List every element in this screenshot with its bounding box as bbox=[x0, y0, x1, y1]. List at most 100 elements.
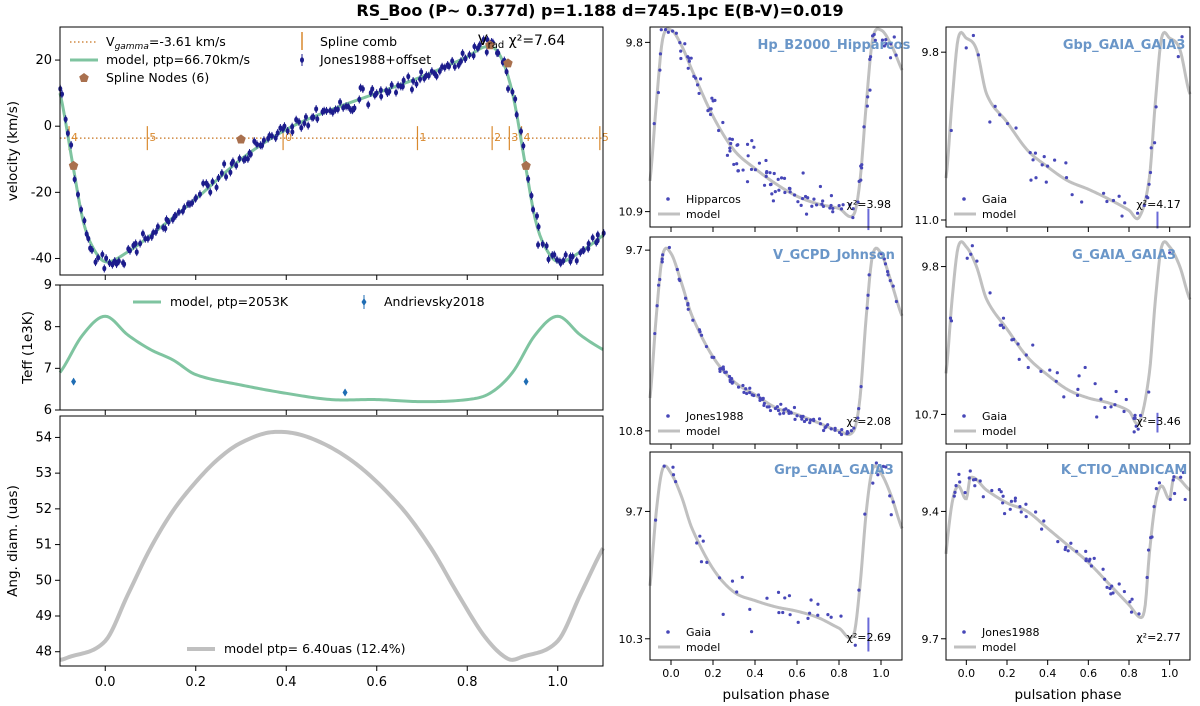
hp-data-point bbox=[768, 171, 772, 175]
legend-model-label: model ptp= 6.40uas (12.4%) bbox=[224, 641, 405, 656]
vrad-chi2-annotation: Vrad χ²=7.64 bbox=[478, 33, 565, 51]
kband-data-point bbox=[1019, 510, 1023, 514]
gbp-data-point bbox=[1180, 35, 1184, 39]
vj-data-point bbox=[758, 398, 762, 402]
gg-data-point bbox=[1026, 365, 1030, 370]
diam-ylabel: Ang. diam. (uas) bbox=[5, 485, 21, 597]
gg-data-point bbox=[1114, 389, 1118, 394]
vj-data-point bbox=[721, 367, 726, 371]
diam-ytick-label: 54 bbox=[35, 430, 52, 445]
gbp-data-point bbox=[964, 46, 968, 50]
kband-panel: 9.4 9.7 0.0 0.2 0.4 0.6 0.8 1.0 pulsation phase K… bbox=[922, 451, 1191, 703]
gg-data-point bbox=[1103, 405, 1107, 410]
kband-data-point bbox=[1088, 557, 1092, 561]
grp-panel-title: Grp_GAIA_GAIA3 bbox=[774, 463, 894, 478]
vrad-data-point bbox=[254, 141, 259, 148]
hp-data-point bbox=[746, 154, 750, 158]
grp-data-point bbox=[863, 512, 867, 516]
hp-data-point bbox=[866, 95, 870, 99]
vj-data-point bbox=[744, 387, 748, 391]
hp-data-point bbox=[768, 182, 773, 187]
teff-data-point bbox=[342, 388, 348, 397]
kband-data-point bbox=[1145, 575, 1149, 580]
vrad-data-point bbox=[222, 161, 227, 167]
kband-ytick-label: 9.7 bbox=[922, 633, 940, 646]
gbp-data-point bbox=[1101, 191, 1106, 195]
hp-data-point bbox=[779, 176, 784, 180]
vrad-data-point bbox=[357, 96, 362, 103]
kband-data-point bbox=[1013, 499, 1017, 503]
vrad-data-point bbox=[290, 123, 295, 130]
kband-data-point bbox=[981, 495, 985, 499]
spline-comb-label: 2 bbox=[494, 131, 501, 144]
kband-data-point bbox=[978, 479, 982, 483]
vrad-data-point bbox=[546, 256, 551, 263]
vrad-data-point bbox=[536, 223, 541, 230]
vrad-data-point bbox=[590, 234, 595, 241]
vrad-data-point bbox=[452, 64, 457, 70]
vj-data-point bbox=[882, 257, 886, 261]
vj-data-point bbox=[802, 419, 807, 424]
gbp-axes-frame bbox=[945, 26, 1191, 228]
legend-model-label: model bbox=[982, 425, 1016, 438]
vj-data-point bbox=[727, 374, 732, 379]
gg-model-curve bbox=[944, 240, 1192, 426]
vrad-data-point bbox=[456, 62, 461, 68]
spline-node bbox=[503, 58, 513, 68]
gg-data-point bbox=[1133, 413, 1137, 417]
hp-data-point bbox=[782, 176, 787, 180]
vrad-data-point bbox=[282, 123, 287, 130]
legend-gamma-label: Vgamma=-3.61 km/s bbox=[106, 34, 226, 52]
diam-panel: 48 49 50 51 52 53 54 0.0 0.2 0.4 0.6 0.8 1.0 Ang. dia… bbox=[5, 415, 605, 690]
gg-ytick-label: 9.8 bbox=[922, 261, 940, 274]
vj-data-point bbox=[724, 370, 728, 374]
grp-data-point bbox=[749, 630, 754, 634]
hp-data-point bbox=[674, 31, 678, 35]
hp-data-point bbox=[730, 137, 734, 141]
vj-data-point bbox=[812, 418, 816, 423]
gbp-data-point bbox=[1148, 170, 1153, 175]
gg-panel: 9.8 10.7 G_GAIA_GAIA3 χ²=3.46 Gaia model bbox=[915, 236, 1192, 449]
spline-comb-label: 4 bbox=[71, 131, 78, 144]
vrad-data-point bbox=[197, 191, 202, 198]
kband-data-point bbox=[1181, 470, 1186, 475]
hp-data-point bbox=[752, 145, 756, 149]
vj-data-point bbox=[849, 429, 853, 433]
hp-data-point bbox=[882, 44, 886, 48]
gbp-data-point bbox=[1044, 180, 1048, 184]
vrad-data-point bbox=[303, 114, 308, 120]
kband-data-point bbox=[1001, 494, 1005, 498]
gg-data-point bbox=[1109, 405, 1113, 409]
vj-data-point bbox=[856, 416, 860, 420]
gg-axes-frame bbox=[945, 236, 1191, 445]
vrad-data-point bbox=[252, 138, 257, 145]
vj-data-point bbox=[686, 307, 690, 311]
hp-data-point bbox=[783, 190, 787, 195]
hp-data-point bbox=[880, 38, 885, 42]
kband-data-point bbox=[963, 491, 967, 495]
teff-data-point bbox=[523, 377, 529, 386]
teff-data-point bbox=[71, 377, 77, 386]
gbp-panel-title: Gbp_GAIA_GAIA3 bbox=[1063, 38, 1186, 53]
vj-data-point bbox=[846, 431, 850, 435]
kband-data-point bbox=[1084, 549, 1088, 553]
hp-data-point bbox=[666, 30, 670, 34]
vrad-data-point bbox=[563, 252, 568, 258]
kband-axes-frame bbox=[945, 451, 1191, 661]
spline-comb-label: 5 bbox=[149, 131, 156, 144]
vj-data-point bbox=[784, 407, 788, 411]
hp-data-point bbox=[773, 190, 777, 194]
vrad-data-point bbox=[285, 128, 290, 134]
kband-data-point bbox=[990, 488, 994, 493]
vj-data-point bbox=[756, 393, 761, 397]
legend-model-label: model, ptp=2053K bbox=[170, 294, 289, 309]
gg-data-point bbox=[988, 291, 992, 295]
vrad-data-point bbox=[467, 51, 472, 58]
kband-data-point bbox=[1069, 541, 1073, 545]
vj-data-point bbox=[808, 421, 812, 425]
kband-data-point bbox=[1146, 548, 1151, 552]
vrad-data-point bbox=[72, 176, 77, 183]
hp-data-point bbox=[787, 186, 791, 190]
hp-data-point bbox=[692, 74, 696, 78]
vrad-data-point bbox=[237, 155, 242, 162]
